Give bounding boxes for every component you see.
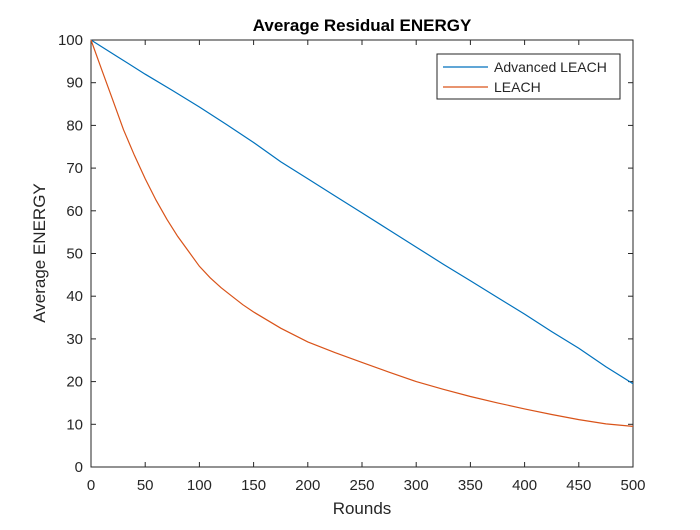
axes-box bbox=[90, 39, 634, 468]
x-tick-label: 150 bbox=[241, 477, 266, 494]
x-tick-label: 100 bbox=[187, 477, 212, 494]
y-tick-label: 0 bbox=[75, 459, 83, 476]
y-tick-label: 80 bbox=[66, 117, 83, 134]
y-tick-label: 60 bbox=[66, 203, 83, 220]
plot-area: 0 50 100 150 200 250 300 350 400 450 500 0 10 20 30 40 5… bbox=[58, 32, 646, 494]
y-tick-label: 20 bbox=[66, 374, 83, 391]
y-tick-label: 30 bbox=[66, 331, 83, 348]
chart-title: Average Residual ENERGY bbox=[253, 16, 472, 35]
x-axis-label: Rounds bbox=[333, 499, 392, 518]
y-tick-label: 10 bbox=[66, 416, 83, 433]
legend-label-1: LEACH bbox=[494, 79, 541, 95]
series-line-1 bbox=[90, 39, 634, 427]
y-tick-label: 90 bbox=[66, 75, 83, 92]
legend-label-0: Advanced LEACH bbox=[494, 59, 607, 75]
x-tick-label: 350 bbox=[458, 477, 483, 494]
x-tick-label: 500 bbox=[620, 477, 645, 494]
x-tick-label: 0 bbox=[87, 477, 95, 494]
series-line-0 bbox=[90, 39, 634, 385]
x-tick-label: 50 bbox=[137, 477, 154, 494]
x-tick-label: 250 bbox=[349, 477, 374, 494]
x-tick-label: 200 bbox=[295, 477, 320, 494]
x-tick-label: 300 bbox=[404, 477, 429, 494]
y-axis-label: Average ENERGY bbox=[30, 183, 49, 323]
y-tick-label: 50 bbox=[66, 246, 83, 263]
y-tick-label: 40 bbox=[66, 288, 83, 305]
y-tick-label: 70 bbox=[66, 160, 83, 177]
x-tick-label: 400 bbox=[512, 477, 537, 494]
x-tick-label: 450 bbox=[566, 477, 591, 494]
y-tick-label: 100 bbox=[58, 32, 83, 49]
legend-box bbox=[436, 53, 621, 100]
